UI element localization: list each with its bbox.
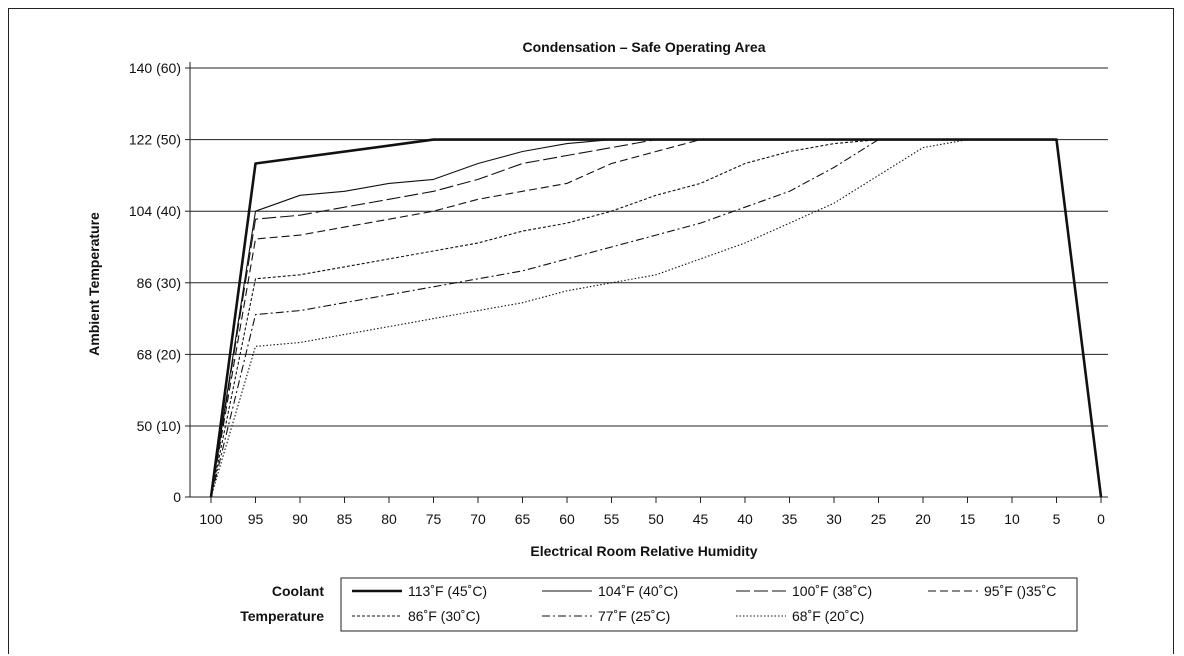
legend-label: 86˚F (30˚C) <box>408 608 480 624</box>
legend-title-line2: Temperature <box>240 608 324 624</box>
legend-label: 95˚F ()35˚C <box>984 583 1056 599</box>
legend-box <box>340 577 1078 632</box>
x-tick-label: 5 <box>1053 511 1061 527</box>
y-tick-label: 86 (30) <box>137 275 181 291</box>
y-tick-label: 140 (60) <box>129 60 181 76</box>
series-line-dash <box>210 139 1057 498</box>
x-axis-label: Electrical Room Relative Humidity <box>530 543 757 559</box>
chart-title: Condensation – Safe Operating Area <box>523 39 766 55</box>
x-tick-label: 35 <box>782 511 798 527</box>
y-tick-label: 104 (40) <box>129 203 181 219</box>
series-line-thick <box>209 138 1103 498</box>
series-line-longdash <box>210 139 1057 498</box>
x-tick-label: 60 <box>559 511 575 527</box>
x-tick-label: 40 <box>737 511 753 527</box>
legend-label: 113˚F (45˚C) <box>408 583 487 599</box>
axes: 0 50 (10) 68 (20) 86 (30) 104 (40) 122 (50) 14… <box>129 60 1108 527</box>
x-tick-label: 10 <box>1004 511 1020 527</box>
x-tick-label: 55 <box>604 511 620 527</box>
x-tick-label: 70 <box>470 511 486 527</box>
x-tick-label: 95 <box>248 511 264 527</box>
legend-label: 100˚F (38˚C) <box>792 583 872 599</box>
grid-lines <box>190 67 1108 427</box>
x-tick-label: 65 <box>515 511 531 527</box>
legend-label: 68˚F (20˚C) <box>792 608 864 624</box>
x-tick-label: 25 <box>871 511 887 527</box>
y-tick-label: 50 (10) <box>137 418 181 434</box>
chart-frame <box>8 8 1174 654</box>
legend: Coolant Temperature 113˚F (45˚C) 104˚F (4… <box>240 577 1078 632</box>
x-tick-label: 85 <box>337 511 353 527</box>
x-tick-label: 80 <box>381 511 397 527</box>
x-tick-label: 50 <box>648 511 664 527</box>
series-line-dotted <box>210 139 1057 498</box>
y-tick-label: 122 (50) <box>129 132 181 148</box>
legend-title-line1: Coolant <box>272 583 324 599</box>
legend-label: 104˚F (40˚C) <box>598 583 678 599</box>
x-tick-label: 75 <box>426 511 442 527</box>
series-line-dashdot <box>210 139 1057 498</box>
x-tick-label: 45 <box>693 511 709 527</box>
x-tick-label: 15 <box>960 511 976 527</box>
y-tick-label: 0 <box>173 489 181 505</box>
y-tick-label: 68 (20) <box>137 346 181 362</box>
legend-label: 77˚F (25˚C) <box>598 608 670 624</box>
legend-items: 113˚F (45˚C) 104˚F (40˚C) 100˚F (38˚C) 95˚F… <box>352 583 1056 624</box>
y-axis-label: Ambient Temperature <box>86 212 102 356</box>
x-tick-label: 0 <box>1097 511 1105 527</box>
series-lines <box>209 138 1103 498</box>
x-tick-label: 100 <box>199 511 223 527</box>
x-tick-label: 30 <box>826 511 842 527</box>
series-line-shortdash <box>210 139 1057 498</box>
x-tick-label: 90 <box>292 511 308 527</box>
x-tick-label: 20 <box>915 511 931 527</box>
series-line-solid <box>210 139 1057 498</box>
